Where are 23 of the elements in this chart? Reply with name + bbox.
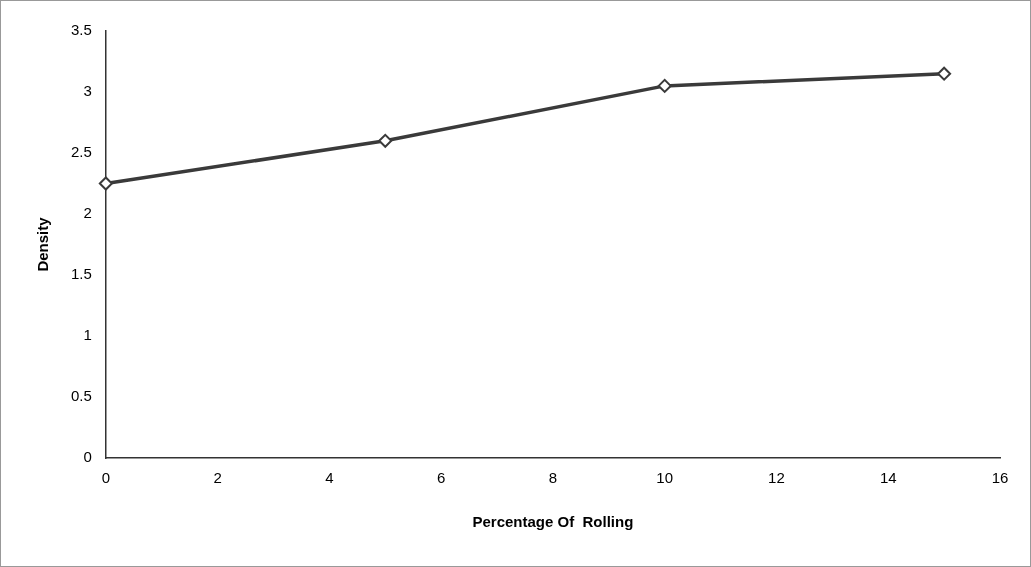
- y-tick-label: 3: [83, 82, 92, 100]
- point: [657, 78, 672, 93]
- point: [98, 176, 113, 191]
- y-tick-label: 3.5: [70, 21, 92, 39]
- y-tick-label: 0.5: [70, 387, 92, 405]
- x-tick-label: 6: [436, 469, 446, 487]
- point: [937, 66, 952, 81]
- x-axis-title: Percentage Of Rolling: [472, 513, 634, 531]
- x-tick-label: 16: [991, 469, 1009, 487]
- x-tick-label: 14: [879, 469, 897, 487]
- y-tick-label: 2.5: [70, 143, 92, 161]
- x-tick-label: 10: [656, 469, 674, 487]
- x-tick-label: 4: [325, 469, 334, 487]
- y-axis-title: Density: [34, 216, 52, 272]
- y-tick-label: 1: [83, 326, 92, 344]
- y-tick-label: 2: [83, 204, 92, 222]
- x-tick-label: 8: [548, 469, 558, 487]
- point: [378, 133, 393, 148]
- y-tick-label: 1.5: [70, 265, 92, 283]
- x-tick-label: 12: [768, 469, 785, 487]
- y-tick-label: 0: [83, 448, 92, 466]
- x-tick-label: 2: [213, 469, 222, 487]
- x-tick-label: 0: [101, 469, 111, 487]
